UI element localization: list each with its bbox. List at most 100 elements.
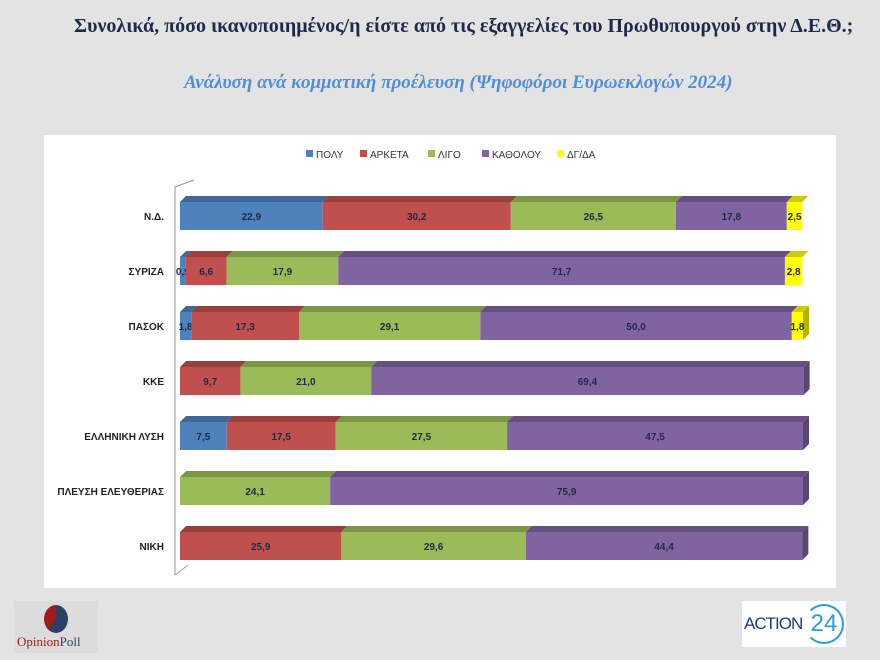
pie-logo-icon [44,605,68,633]
data-label: 69,4 [578,377,598,388]
bar-side [803,306,809,340]
data-label: 6,6 [199,267,213,278]
bar-segment [180,367,241,395]
bar-segment [322,202,511,230]
bar-segment [185,257,227,285]
data-label: 29,6 [424,542,444,553]
bar-top [226,416,342,422]
bar-top [507,416,809,422]
bar-top [341,526,532,532]
chart-area: ΠΟΛΥ ΑΡΚΕΤΑ ΛΙΓΟ ΚΑΘΟΛΟΥ ΔΓ/ΔΑ Ν.Δ. 22,9 30,2 26… [44,135,836,588]
data-label: 27,5 [412,432,432,443]
bar-segment [330,477,803,505]
data-label: 30,2 [407,212,427,223]
bar-segment [338,257,785,285]
legend-swatch [360,150,367,157]
data-label: 17,5 [272,432,292,443]
bar-top [335,416,514,422]
bar-top [180,251,192,257]
bar-segment [180,422,227,450]
bar-top [180,361,247,367]
bar-segment [480,312,792,340]
axis-floor [174,564,189,576]
bar-top [784,251,809,257]
bar-segment [341,532,526,560]
legend-label: ΚΑΘΟΛΟΥ [492,150,541,161]
category-label: ΚΚΕ [143,377,164,388]
bar-top [338,251,791,257]
data-label: 2,5 [788,212,802,223]
bar-top [371,361,810,367]
bar-top [510,196,682,202]
bar-top [180,416,233,422]
bar-segment [226,422,336,450]
data-label: 24,1 [245,487,265,498]
data-label: 17,8 [722,212,742,223]
data-label: 22,9 [242,212,262,223]
stacked-bar-chart: ΠΟΛΥ ΑΡΚΕΤΑ ΛΙΓΟ ΚΑΘΟΛΟΥ ΔΓ/ΔΑ Ν.Δ. 22,9 30,2 26… [57,150,810,576]
bar-top [330,471,809,477]
bar-segment [510,202,676,230]
legend-label: ΛΙΓΟ [438,150,461,161]
legend-swatch [428,150,435,157]
data-label: 25,9 [251,542,271,553]
legend-swatch [557,150,564,157]
bar-top [322,196,517,202]
bar-side [803,416,809,450]
category-label: ΝΙΚΗ [140,542,164,553]
data-label: 0,9 [176,267,190,278]
data-label: 7,5 [196,432,210,443]
bar-side [803,471,809,505]
bar-segment [240,367,372,395]
data-label: 21,0 [296,377,316,388]
data-label: 1,8 [790,322,804,333]
legend-label: ΑΡΚΕΤΑ [370,150,409,161]
bar-segment [784,257,803,285]
bar-top [180,471,337,477]
bar-segment [335,422,508,450]
category-label: ΣΥΡΙΖΑ [129,267,164,278]
bar-top [226,251,345,257]
opinionpoll-logo: OpinionPoll [14,601,98,653]
legend-label: ΠΟΛΥ [316,150,344,161]
data-label: 26,5 [584,212,604,223]
action24-logo: ACTION 24 [742,601,846,647]
data-label: 75,9 [557,487,577,498]
bar-segment [180,532,342,560]
bar-segment [525,532,803,560]
bar-segment [675,202,787,230]
bar-side [802,526,809,560]
bar-segment [180,477,331,505]
bar-segment [191,312,299,340]
bar-top [180,196,329,202]
data-label: 47,5 [645,432,665,443]
bar-segment [180,202,323,230]
data-label: 17,9 [273,267,293,278]
bar-segment [180,257,186,285]
bar-top [298,306,487,312]
chart-title: Συνολικά, πόσο ικανοποιημένος/η είστε απ… [74,15,854,37]
data-label: 50,0 [626,322,646,333]
bar-segment [507,422,803,450]
bar-top [191,306,305,312]
data-label: 17,3 [235,322,255,333]
bar-top [675,196,793,202]
bar-segment [791,312,803,340]
bar-top [240,361,378,367]
bar-segment [180,312,192,340]
chart-subtitle: Ανάλυση ανά κομματική προέλευση (Ψηφοφόρ… [184,72,733,93]
category-label: Ν.Δ. [144,212,164,223]
bar-segment [226,257,339,285]
legend-label: ΔΓ/ΔΑ [567,150,596,161]
legend-swatch [306,150,313,157]
data-label: 44,4 [654,542,674,553]
bar-top [480,306,798,312]
category-label: ΠΑΣΟΚ [129,322,165,333]
data-label: 71,7 [552,267,572,278]
bar-segment [371,367,804,395]
bar-top [180,306,198,312]
data-label: 29,1 [380,322,400,333]
bar-segment [298,312,481,340]
bar-segment [786,202,803,230]
data-label: 9,7 [203,377,217,388]
